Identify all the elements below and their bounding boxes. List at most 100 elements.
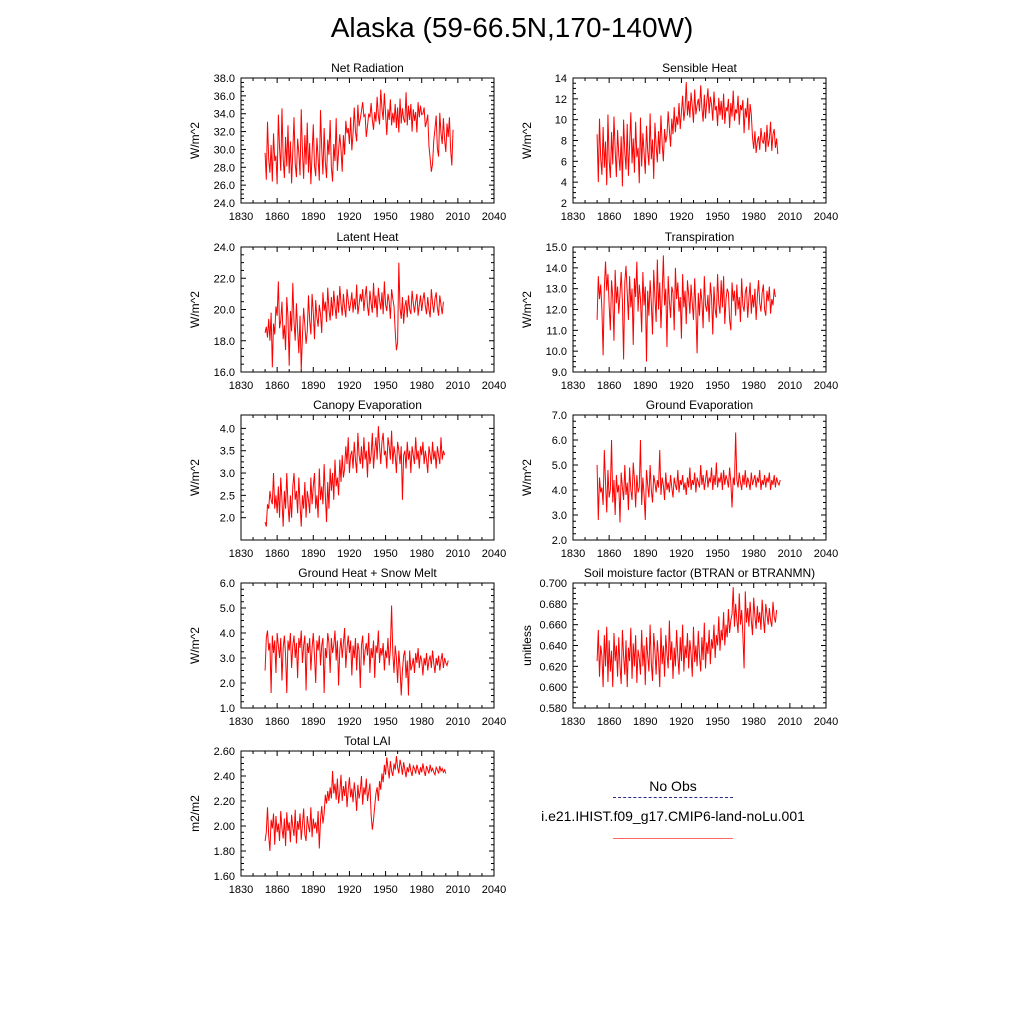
chart-title: Net Radiation bbox=[331, 61, 404, 75]
y-tick-label: 10 bbox=[555, 115, 567, 127]
x-tick-label: 1890 bbox=[633, 716, 657, 728]
y-tick-label: 0.600 bbox=[539, 682, 567, 694]
plot-frame bbox=[240, 582, 495, 709]
y-tick-label: 6.0 bbox=[552, 435, 567, 447]
x-tick-label: 1830 bbox=[229, 211, 253, 223]
x-tick-label: 1920 bbox=[669, 716, 693, 728]
page-title: Alaska (59-66.5N,170-140W) bbox=[330, 12, 694, 43]
y-axis-label: W/m^2 bbox=[520, 459, 534, 496]
y-tick-label: 3.5 bbox=[220, 446, 235, 458]
chart-panel-7: Ground Heat + Snow Melt 1830 1860 1890 1920 1… bbox=[188, 566, 506, 728]
y-tick-label: 5.0 bbox=[220, 603, 235, 615]
plot-frame bbox=[240, 414, 495, 541]
y-tick-label: 1.0 bbox=[220, 703, 235, 715]
x-tick-label: 1920 bbox=[337, 548, 361, 560]
y-tick-label: 6 bbox=[561, 156, 567, 168]
x-tick-label: 2040 bbox=[814, 548, 838, 560]
x-tick-label: 1920 bbox=[337, 716, 361, 728]
x-tick-label: 2040 bbox=[814, 380, 838, 392]
plot-frame bbox=[572, 582, 827, 709]
x-tick-label: 1980 bbox=[409, 716, 433, 728]
legend-model-line bbox=[613, 838, 733, 839]
x-tick-label: 2040 bbox=[814, 716, 838, 728]
y-tick-label: 4.0 bbox=[220, 628, 235, 640]
chart-title: Transpiration bbox=[665, 230, 735, 244]
x-tick-label: 1950 bbox=[373, 884, 397, 896]
y-tick-label: 30.0 bbox=[214, 144, 235, 156]
x-tick-label: 1830 bbox=[229, 548, 253, 560]
y-axis-label: W/m^2 bbox=[188, 122, 202, 159]
x-tick-label: 2040 bbox=[482, 884, 506, 896]
y-tick-label: 18.0 bbox=[214, 336, 235, 348]
chart-panel-9: Total LAI 1830 1860 1890 1920 1950 1980 2010 204… bbox=[188, 734, 506, 896]
x-tick-label: 1860 bbox=[597, 548, 621, 560]
y-tick-label: 2.60 bbox=[214, 746, 235, 758]
y-tick-label: 4 bbox=[561, 177, 567, 189]
y-tick-label: 16.0 bbox=[214, 367, 235, 379]
chart-title: Soil moisture factor (BTRAN or BTRANMN) bbox=[584, 566, 815, 580]
x-tick-label: 1980 bbox=[409, 548, 433, 560]
x-tick-label: 1890 bbox=[633, 380, 657, 392]
y-tick-label: 15.0 bbox=[546, 242, 567, 254]
x-tick-label: 2040 bbox=[482, 380, 506, 392]
x-tick-label: 1950 bbox=[705, 716, 729, 728]
x-tick-label: 1920 bbox=[337, 211, 361, 223]
y-axis-label: W/m^2 bbox=[188, 291, 202, 328]
y-tick-label: 3.0 bbox=[552, 510, 567, 522]
x-tick-label: 2010 bbox=[446, 211, 470, 223]
x-tick-label: 1980 bbox=[741, 716, 765, 728]
y-tick-label: 12.0 bbox=[546, 305, 567, 317]
y-tick-label: 0.620 bbox=[539, 661, 567, 673]
y-tick-label: 32.0 bbox=[214, 127, 235, 139]
x-tick-label: 2010 bbox=[778, 548, 802, 560]
y-tick-label: 28.0 bbox=[214, 162, 235, 174]
y-tick-label: 9.0 bbox=[552, 367, 567, 379]
x-tick-label: 1980 bbox=[741, 380, 765, 392]
y-tick-label: 0.680 bbox=[539, 599, 567, 611]
y-tick-label: 2.00 bbox=[214, 821, 235, 833]
x-tick-label: 1860 bbox=[597, 380, 621, 392]
legend-model-label: i.e21.IHIST.f09_g17.CMIP6-land-noLu.001 bbox=[541, 808, 805, 824]
x-tick-label: 1950 bbox=[373, 380, 397, 392]
chart-panel-8: Soil moisture factor (BTRAN or BTRANMN) 1… bbox=[520, 566, 838, 728]
x-tick-label: 1860 bbox=[597, 211, 621, 223]
x-tick-label: 2010 bbox=[446, 884, 470, 896]
x-tick-label: 1890 bbox=[633, 211, 657, 223]
x-tick-label: 1890 bbox=[633, 548, 657, 560]
x-tick-label: 1980 bbox=[409, 884, 433, 896]
x-tick-label: 1890 bbox=[301, 884, 325, 896]
y-tick-label: 34.0 bbox=[214, 109, 235, 121]
x-tick-label: 2040 bbox=[482, 548, 506, 560]
series-line bbox=[596, 255, 776, 362]
chart-title: Total LAI bbox=[344, 734, 391, 748]
y-axis-label: W/m^2 bbox=[188, 459, 202, 496]
y-tick-label: 0.580 bbox=[539, 703, 567, 715]
x-tick-label: 1860 bbox=[265, 716, 289, 728]
series-line bbox=[596, 82, 779, 187]
x-tick-label: 1890 bbox=[301, 211, 325, 223]
chart-panel-6: Ground Evaporation 1830 1860 1890 1920 1950 19… bbox=[520, 398, 838, 560]
x-tick-label: 1830 bbox=[561, 548, 585, 560]
x-tick-label: 1950 bbox=[705, 380, 729, 392]
y-tick-label: 0.660 bbox=[539, 620, 567, 632]
legend: No Obs i.e21.IHIST.f09_g17.CMIP6-land-no… bbox=[520, 778, 826, 839]
y-tick-label: 24.0 bbox=[214, 198, 235, 210]
y-tick-label: 4.0 bbox=[220, 423, 235, 435]
x-tick-label: 1830 bbox=[561, 716, 585, 728]
legend-obs-label: No Obs bbox=[649, 778, 697, 794]
y-tick-label: 4.0 bbox=[552, 485, 567, 497]
x-tick-label: 2010 bbox=[778, 211, 802, 223]
y-tick-label: 22.0 bbox=[214, 273, 235, 285]
y-tick-label: 26.0 bbox=[214, 180, 235, 192]
x-tick-label: 1980 bbox=[741, 548, 765, 560]
y-tick-label: 2.0 bbox=[220, 513, 235, 525]
x-tick-label: 1890 bbox=[301, 548, 325, 560]
x-tick-label: 2040 bbox=[482, 716, 506, 728]
series-line bbox=[264, 262, 444, 371]
x-tick-label: 1920 bbox=[669, 211, 693, 223]
series-line bbox=[264, 426, 446, 527]
x-tick-label: 1830 bbox=[229, 716, 253, 728]
y-tick-label: 2.20 bbox=[214, 796, 235, 808]
y-tick-label: 13.0 bbox=[546, 284, 567, 296]
